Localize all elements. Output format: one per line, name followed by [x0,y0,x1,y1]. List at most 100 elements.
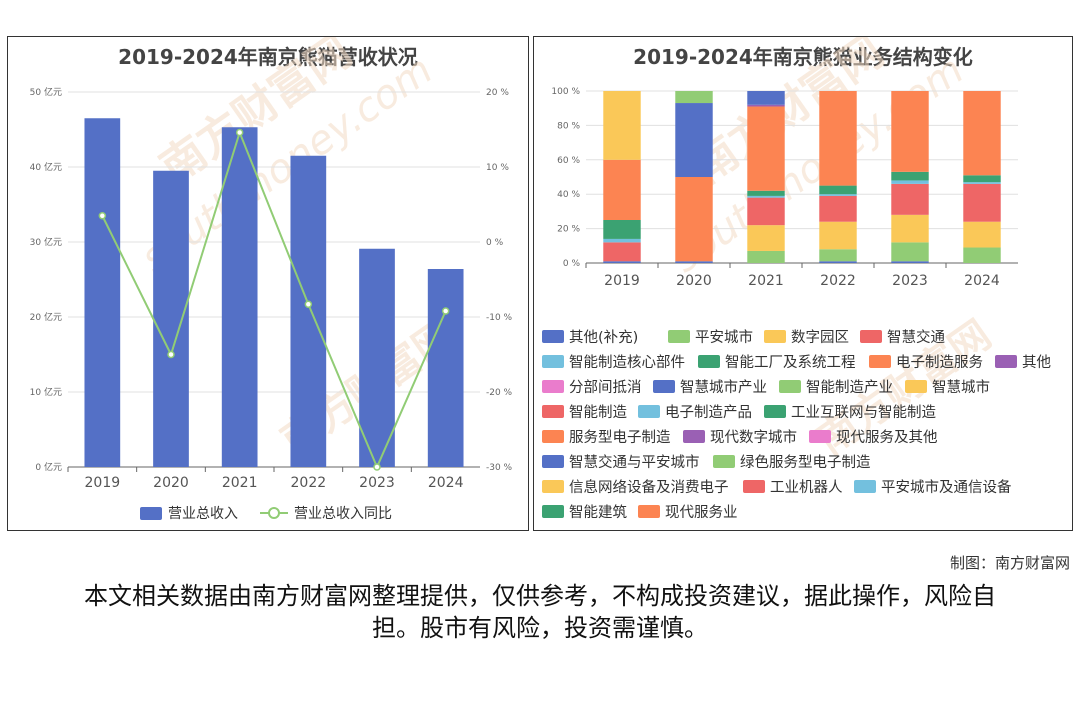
stacked-segment [891,183,929,215]
revenue-bar [359,248,395,467]
legend-swatch [713,455,735,468]
legend-label: 服务型电子制造 [569,429,671,446]
legend-swatch [743,480,765,493]
right-axis-tick-label: -30 % [486,463,513,473]
stacked-segment [819,261,857,263]
stacked-segment [603,159,641,220]
legend-label: 其他(补充) [569,329,638,346]
legend-label: 分部间抵消 [569,379,642,396]
revenue-yoy-point [167,350,175,359]
stacked-segment [603,242,641,262]
stacked-segment [603,91,641,160]
legend-label: 营业总收入同比 [294,506,392,522]
legend-swatch [869,355,891,368]
x-axis-tick-label: 2021 [222,475,258,491]
stacked-segment [819,91,857,186]
legend-label: 平安城市及通信设备 [881,479,1012,496]
legend-swatch [542,330,564,343]
x-axis-tick-label: 2023 [892,273,928,289]
legend-swatch [542,480,564,493]
legend-label: 营业总收入 [168,506,238,522]
stacked-segment [747,197,785,226]
right-axis-tick-label: -10 % [486,313,513,323]
legend-label: 绿色服务型电子制造 [740,454,871,471]
revenue-yoy-point [235,128,244,137]
legend-swatch [809,430,831,443]
y-axis-tick-label: 100 % [551,87,580,97]
revenue-bar [221,127,258,467]
x-axis-tick-label: 2019 [604,273,640,289]
legend-swatch [653,380,675,393]
stacked-segment [603,220,641,239]
stacked-segment [819,249,857,262]
legend-label: 平安城市 [695,329,753,346]
legend-swatch [542,430,564,443]
legend-label: 信息网络设备及消费电子 [569,479,729,496]
x-axis-tick-label: 2024 [964,273,1000,289]
revenue-bar [290,155,327,467]
stacked-segment [747,190,785,196]
stacked-segment [891,171,929,181]
y-axis-tick-label: 40 % [557,190,580,200]
stacked-segment [747,195,785,198]
revenue-yoy-point [441,307,450,315]
left-axis-tick-label: 0 亿元 [35,461,62,473]
revenue-chart-title: 2019-2024年南京熊猫营收状况 [118,45,418,69]
stacked-segment [963,91,1001,176]
revenue-bar [153,170,189,467]
legend-label: 智能制造产业 [806,379,893,396]
stacked-segment [675,261,713,263]
stacked-segment [963,247,1001,263]
y-axis-tick-label: 60 % [557,156,580,166]
legend-label: 电子制造服务 [896,354,983,371]
revenue-yoy-point [98,212,107,220]
x-axis-tick-label: 2020 [676,273,712,289]
left-axis-tick-label: 20 亿元 [30,311,62,323]
legend-label: 智能制造核心部件 [569,354,685,371]
stacked-segment [819,194,857,196]
x-axis-tick-label: 2019 [85,475,121,491]
legend-label: 智能制造 [569,404,627,421]
legend-label: 工业互联网与智能制造 [791,404,936,421]
legend-label: 数字园区 [791,329,849,346]
legend-label: 工业机器人 [770,479,843,496]
legend-label: 智能工厂及系统工程 [725,354,856,371]
stacked-segment [963,183,1001,222]
legend-label: 现代服务业 [665,504,738,521]
revenue-bar [427,269,464,467]
left-axis-tick-label: 30 亿元 [30,236,62,248]
revenue-bar [84,118,121,467]
revenue-yoy-point [373,463,381,471]
chart-credit: 制图：南方财富网 [949,554,1070,572]
stacked-segment [747,104,785,107]
legend-label: 智慧交通 [887,328,945,346]
legend-swatch [542,455,564,468]
stacked-segment [891,214,929,243]
stacked-segment [675,177,713,262]
right-axis-tick-label: 20 % [486,88,509,98]
revenue-yoy-line [101,129,447,470]
revenue-yoy-point [304,300,313,308]
x-axis-tick-label: 2021 [748,273,784,289]
legend-swatch [683,430,705,443]
stacked-segment [963,221,1001,248]
legend-label: 现代服务及其他 [836,429,938,446]
right-axis-tick-label: -20 % [486,388,513,398]
legend-label: 智慧交通与平安城市 [569,453,700,471]
legend-swatch [698,355,720,368]
x-axis-tick-label: 2024 [428,475,464,491]
stacked-segment [819,195,857,222]
disclaimer-text: 本文相关数据由南方财富网整理提供，仅供参考，不构成投资建议，据此操作，风险自担。… [84,582,996,642]
left-axis-tick-label: 10 亿元 [30,386,62,398]
stacked-segment [603,261,641,263]
legend-swatch [542,505,564,518]
legend-swatch [860,330,882,343]
business-structure-chart-title: 2019-2024年南京熊猫业务结构变化 [633,45,973,69]
x-axis-tick-label: 2020 [153,475,189,491]
stacked-segment [675,91,713,104]
legend-swatch [668,330,690,343]
stacked-segment [747,250,785,263]
y-axis-tick-label: 20 % [557,225,580,235]
